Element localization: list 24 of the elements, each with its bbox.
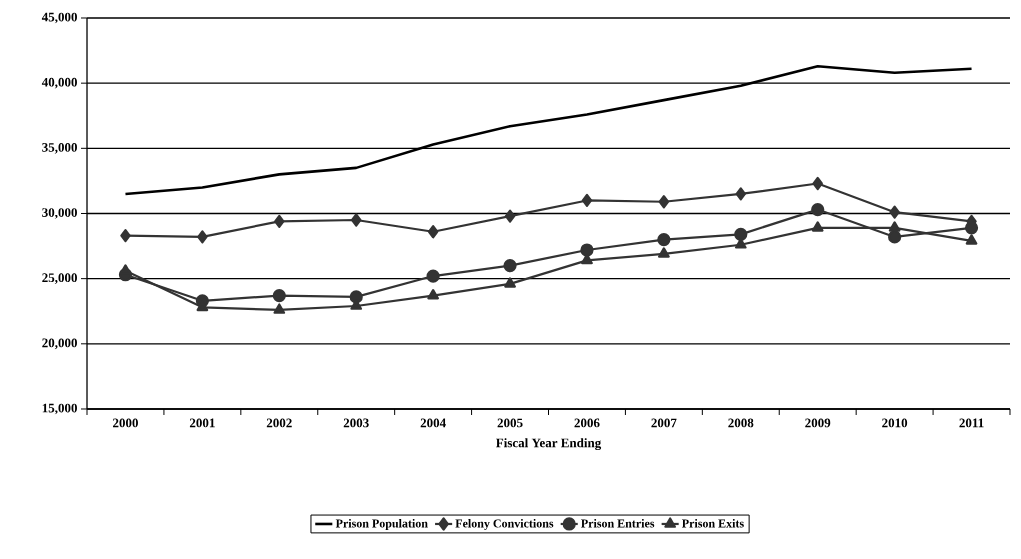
y-tick-label: 40,000 [41, 77, 77, 89]
x-tick-label: 2008 [728, 418, 754, 428]
y-tick-label: 35,000 [42, 143, 77, 154]
y-tick-label: 25,000 [42, 273, 77, 284]
legend-label: Prison Population [335, 519, 428, 530]
y-tick-label: 15,000 [42, 403, 77, 415]
y-tick-label: 30,000 [42, 208, 77, 219]
x-tick-label: 2002 [266, 418, 292, 428]
x-tick-label: 2011 [959, 418, 984, 428]
x-tick-label: 2010 [882, 418, 908, 428]
legend-label: Prison Exits [681, 519, 744, 528]
x-axis-title: Fiscal Year Ending [496, 438, 602, 451]
x-tick-label: 2000 [113, 418, 138, 428]
x-tick-label: 2001 [189, 418, 215, 428]
x-tick-label: 2003 [343, 418, 369, 428]
y-tick-label: 45,000 [41, 12, 77, 24]
legend-label: Felony Convictions [455, 519, 554, 530]
legend-label: Prison Entries [581, 519, 655, 528]
x-tick-label: 2006 [574, 418, 600, 428]
x-tick-label: 2005 [497, 418, 523, 428]
x-tick-label: 2009 [805, 418, 831, 428]
y-tick-label: 20,000 [42, 338, 77, 350]
x-tick-label: 2004 [420, 418, 446, 428]
x-tick-label: 2007 [651, 418, 677, 428]
